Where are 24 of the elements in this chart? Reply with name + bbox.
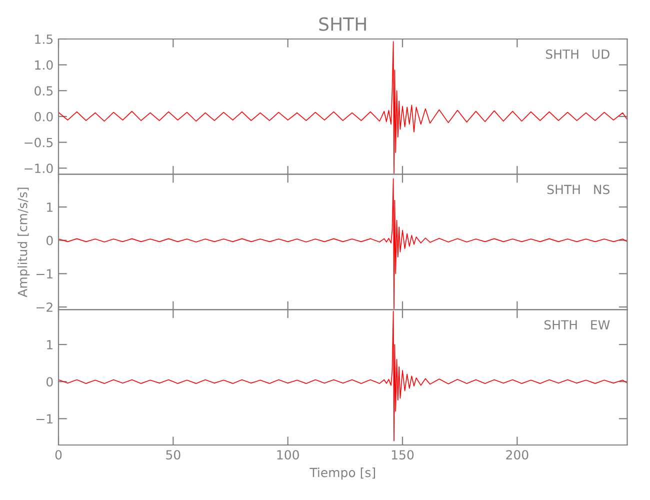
y-tick-label: 0 xyxy=(46,377,53,387)
x-tick-label: 0 xyxy=(55,450,62,460)
y-tick-label: 1.0 xyxy=(35,60,53,70)
chart-title: SHTH xyxy=(319,17,366,31)
annotation: SHTH EW xyxy=(544,320,610,330)
y-tick-label: −2 xyxy=(36,302,52,312)
y-tick-label: −1.0 xyxy=(24,164,53,174)
y-tick-label: −0.5 xyxy=(24,138,53,148)
y-tick-label: −1 xyxy=(36,269,52,278)
annotation: SHTH NS xyxy=(547,184,610,194)
x-tick-label: 200 xyxy=(506,450,528,460)
y-axis-title: Amplitud [cm/s/s] xyxy=(18,188,30,298)
x-tick-label: 150 xyxy=(392,450,414,460)
x-axis-title: Tiempo [s] xyxy=(310,468,376,480)
y-tick-label: 1.5 xyxy=(35,34,53,44)
x-tick-label: 50 xyxy=(166,450,180,460)
y-tick-label: −1 xyxy=(36,414,52,424)
y-tick-label: 0.0 xyxy=(34,112,53,122)
y-tick-label: 1 xyxy=(47,340,52,350)
y-tick-label: 1 xyxy=(47,202,52,212)
y-tick-label: 0 xyxy=(46,236,53,246)
y-tick-label: 0.5 xyxy=(34,86,53,96)
annotation: SHTH UD xyxy=(546,49,610,59)
x-tick-label: 100 xyxy=(277,450,299,460)
